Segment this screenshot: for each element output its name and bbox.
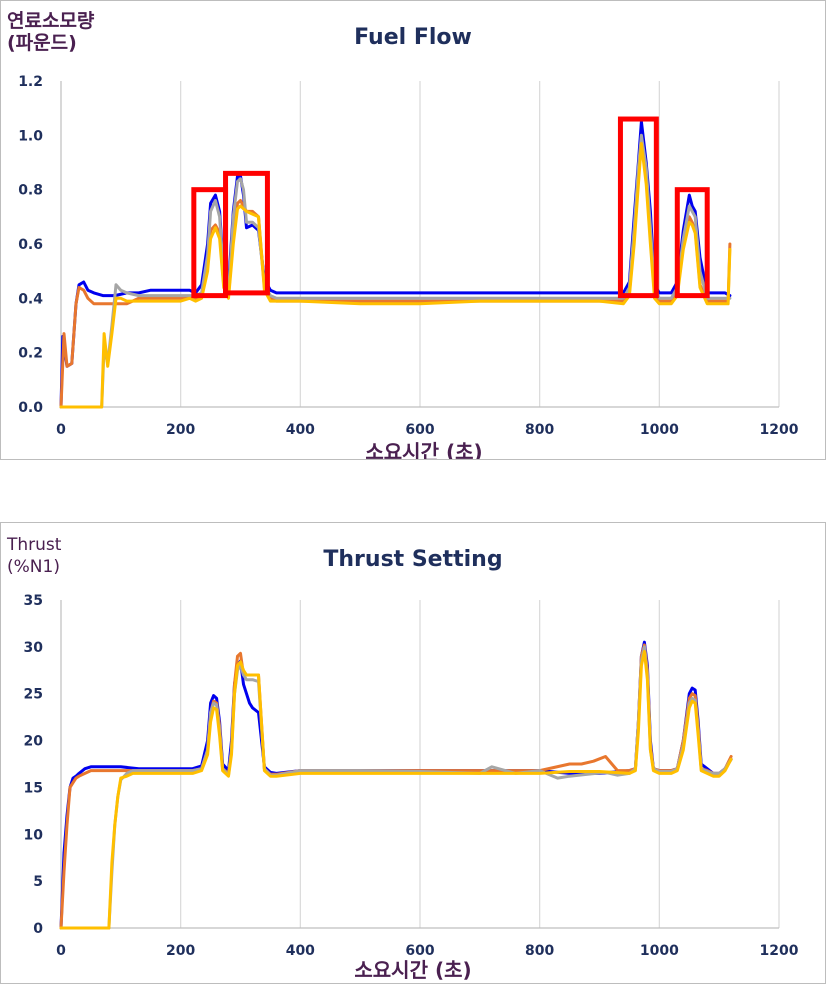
highlight-box [674,187,710,299]
y-tick-label: 0.6 [18,237,43,253]
x-tick-label: 1000 [640,422,679,438]
y-axis-label: (%N1) [7,557,60,577]
series-line-1 [59,640,733,930]
x-axis-label: 소요시간 (초) [365,440,482,459]
series-line-3 [59,645,733,930]
x-tick-label: 600 [405,422,434,438]
x-tick-label: 800 [525,943,554,959]
y-tick-label: 0.8 [18,183,43,199]
x-tick-label: 0 [56,943,66,959]
y-tick-label: 1.0 [18,128,43,144]
series-line-4 [59,650,733,930]
series-line-1 [59,120,732,409]
x-tick-label: 0 [56,422,66,438]
fuel-flow-chart: 0.0 0.2 0.4 0.6 0.8 1.0 1.2 0 200 400 600 800 1000 12… [7,10,799,459]
x-tick-label: 1000 [640,943,679,959]
y-tick-label: 5 [33,874,43,890]
y-tick-label: 1.2 [18,74,43,90]
series-line-2 [59,643,733,930]
series-line-3 [59,133,732,409]
series-line-4 [59,142,732,409]
thrust-setting-chart: 0 5 10 15 20 25 30 35 0 200 400 600 800 1000 1200 Thrus… [6,535,799,982]
x-tick-label: 400 [286,943,315,959]
y-tick-label: 10 [24,827,44,843]
y-tick-label: 0.2 [18,346,43,362]
x-tick-label: 800 [525,422,554,438]
y-axis-label: Thrust [6,535,62,555]
y-tick-label: 20 [24,734,44,750]
highlight-box [617,116,659,299]
y-tick-label: 0.4 [18,291,43,307]
y-tick-label: 35 [24,593,43,609]
y-axis-label: 연료소모량 [7,10,95,32]
chart-title: Thrust Setting [323,547,502,572]
y-tick-label: 0 [33,921,43,937]
highlight-box [223,170,270,296]
x-axis-label: 소요시간 (초) [354,958,471,982]
fuel-flow-chart-panel: 0.0 0.2 0.4 0.6 0.8 1.0 1.2 0 200 400 600 800 1000 12… [0,0,826,460]
x-tick-label: 1200 [760,422,799,438]
y-axis-label: (파운드) [7,32,77,54]
x-tick-label: 400 [286,422,315,438]
y-tick-label: 15 [24,780,43,796]
y-tick-label: 0.0 [18,400,43,416]
y-tick-label: 25 [24,687,43,703]
x-tick-label: 200 [166,943,195,959]
y-tick-label: 30 [24,640,44,656]
x-tick-label: 600 [405,943,434,959]
x-tick-label: 1200 [760,943,799,959]
x-tick-label: 200 [166,422,195,438]
thrust-setting-chart-panel: 0 5 10 15 20 25 30 35 0 200 400 600 800 1000 1200 Thrus… [0,522,826,984]
chart-title: Fuel Flow [354,25,472,50]
